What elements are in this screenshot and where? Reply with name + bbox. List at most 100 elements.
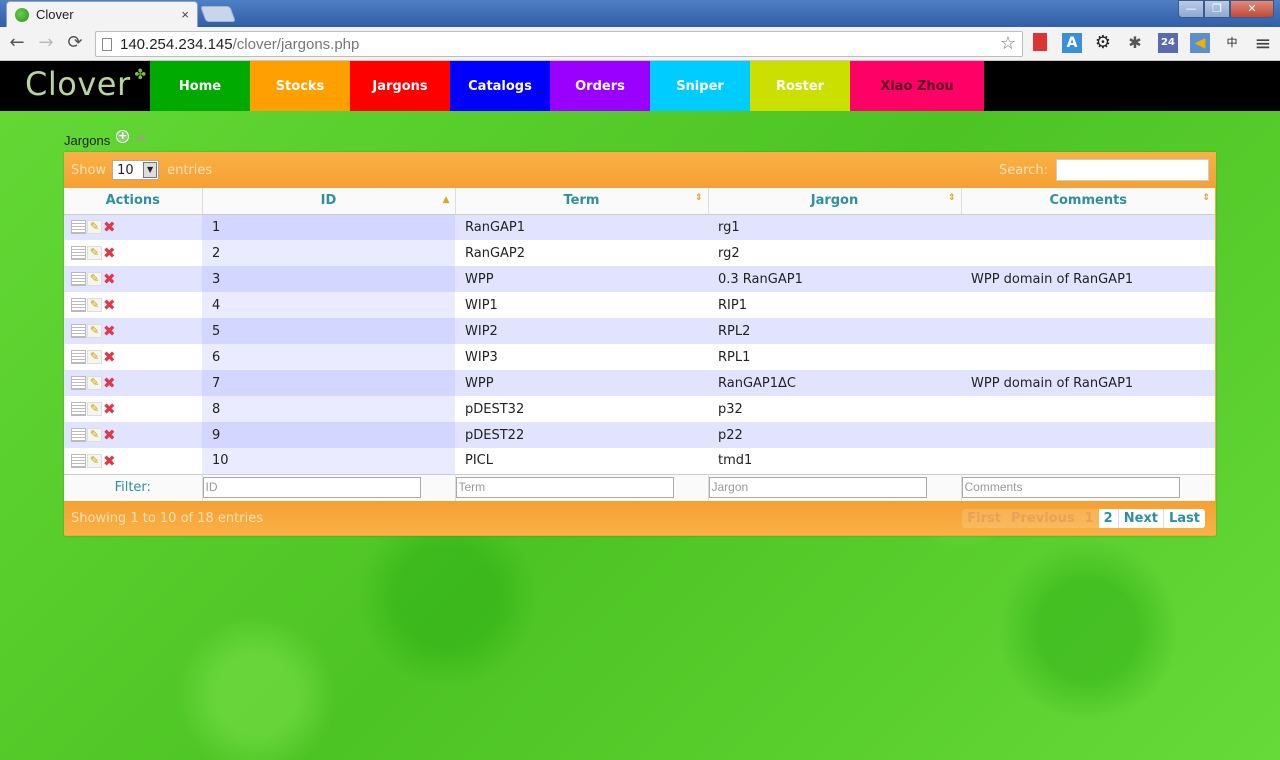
close-window-button[interactable]: ✕ [1230, 0, 1274, 18]
filter-comments-input[interactable]: Comments [961, 477, 1180, 499]
import-icon[interactable]: ⏏ [135, 129, 147, 144]
site-logo[interactable]: Clover ✤ [25, 65, 146, 103]
chevron-down-icon: ▼ [143, 162, 158, 178]
cell-id: 1 [202, 214, 455, 240]
column-header-jargon[interactable]: Jargon ⇕ [708, 188, 962, 215]
cell-comments [961, 448, 1215, 474]
cell-comments [961, 292, 1215, 318]
new-tab-button[interactable] [200, 6, 236, 22]
view-icon[interactable] [71, 324, 86, 338]
view-icon[interactable] [71, 402, 86, 416]
edit-icon[interactable]: ✎ [87, 220, 102, 235]
view-icon[interactable] [71, 453, 86, 468]
filter-term-input[interactable]: Term [455, 477, 674, 499]
minimize-button[interactable]: — [1178, 0, 1204, 18]
delete-icon[interactable]: ✖ [103, 218, 116, 237]
delete-icon[interactable]: ✖ [103, 348, 116, 366]
entries-per-page-select[interactable]: 10 ▼ [112, 160, 160, 180]
table-row: ✎ ✖ 5 WIP2 RPL2 [64, 318, 1215, 344]
menu-roster[interactable]: Roster [750, 61, 850, 111]
gear-icon[interactable]: ⚙ [1094, 32, 1112, 53]
tab-close-icon[interactable]: × [181, 7, 189, 22]
column-header-id[interactable]: ID ▲ [202, 188, 456, 215]
delete-icon[interactable]: ✖ [103, 322, 116, 340]
weather-icon[interactable]: 24 [1158, 33, 1178, 53]
address-bar[interactable]: 140.254.234.145/clover/jargons.php ☆ [95, 31, 1023, 57]
view-icon[interactable] [71, 246, 86, 260]
bookmark-star-icon[interactable]: ☆ [999, 33, 1016, 54]
delete-icon[interactable]: ✖ [103, 400, 116, 418]
speaker-icon[interactable]: ◀ [1190, 33, 1210, 53]
add-jargon-icon[interactable]: + [116, 129, 130, 143]
menu-user-xiao-zhou[interactable]: Xiao Zhou [850, 61, 984, 111]
browser-tab[interactable]: Clover × [6, 1, 198, 27]
cell-comments [961, 396, 1215, 422]
bookmark-icon[interactable] [1033, 33, 1047, 51]
reload-button[interactable]: ⟳ [67, 32, 83, 53]
edit-icon[interactable]: ✎ [87, 402, 102, 416]
delete-icon[interactable]: ✖ [103, 451, 116, 470]
edit-icon[interactable]: ✎ [87, 298, 102, 312]
delete-icon[interactable]: ✖ [103, 426, 116, 444]
view-icon[interactable] [71, 272, 86, 286]
filter-comments-cell: Comments [961, 473, 1215, 501]
page-first-button[interactable]: First [967, 510, 1001, 526]
ime-icon[interactable]: 中 [1226, 36, 1238, 49]
view-icon[interactable] [71, 350, 86, 364]
cell-term: RanGAP2 [455, 240, 708, 266]
view-icon[interactable] [71, 428, 86, 442]
edit-icon[interactable]: ✎ [87, 246, 102, 260]
menu-icon[interactable]: ≡ [1254, 31, 1272, 55]
delete-icon[interactable]: ✖ [103, 270, 116, 288]
page-previous-button[interactable]: Previous [1010, 510, 1075, 526]
menu-catalogs[interactable]: Catalogs [450, 61, 550, 111]
menu-home[interactable]: Home [150, 61, 250, 111]
menu-jargons[interactable]: Jargons [350, 61, 450, 111]
menu-stocks[interactable]: Stocks [250, 61, 350, 111]
page-title-label: Jargons [64, 133, 111, 148]
page-next-button[interactable]: Next [1118, 508, 1164, 528]
cell-id: 5 [202, 318, 455, 344]
row-actions: ✎ ✖ [64, 318, 202, 344]
page-1-button[interactable]: 1 [1084, 510, 1094, 526]
delete-icon[interactable]: ✖ [103, 374, 116, 392]
translate-icon[interactable]: A [1062, 33, 1082, 53]
logo-text: Clover [25, 65, 131, 103]
delete-icon[interactable]: ✖ [103, 296, 116, 314]
entries-per-page-value: 10 [117, 162, 134, 178]
view-icon[interactable] [71, 220, 86, 235]
edit-icon[interactable]: ✎ [87, 272, 102, 286]
column-label: Term [563, 193, 600, 209]
view-icon[interactable] [71, 376, 86, 390]
edit-icon[interactable]: ✎ [87, 324, 102, 338]
menu-sniper[interactable]: Sniper [650, 61, 750, 111]
edit-icon[interactable]: ✎ [87, 453, 102, 468]
forward-button[interactable]: → [38, 32, 54, 53]
search-input[interactable] [1056, 159, 1209, 181]
table-row: ✎ ✖ 3 WPP 0.3 RanGAP1 WPP domain of RanGA… [64, 266, 1215, 292]
cell-term: WPP [455, 266, 708, 292]
browser-titlebar: Clover × — ❐ ✕ [0, 0, 1280, 27]
back-button[interactable]: ← [9, 32, 25, 53]
table-header-row: Actions ID ▲ Term ⇕ Jargon ⇕ Comments ⇕ [64, 188, 1215, 215]
edit-icon[interactable]: ✎ [87, 350, 102, 364]
cell-comments [961, 318, 1215, 344]
column-header-comments[interactable]: Comments ⇕ [961, 188, 1215, 215]
cell-jargon: RIP1 [708, 292, 961, 318]
filter-id-input[interactable]: ID [202, 477, 421, 499]
page-2-button[interactable]: 2 [1098, 508, 1119, 528]
column-label: Actions [105, 193, 160, 209]
view-icon[interactable] [71, 298, 86, 312]
edit-icon[interactable]: ✎ [87, 428, 102, 442]
restore-button[interactable]: ❐ [1204, 0, 1230, 18]
filter-jargon-input[interactable]: Jargon [708, 477, 927, 499]
sort-both-icon: ⇕ [947, 193, 956, 203]
column-header-term[interactable]: Term ⇕ [455, 188, 709, 215]
url-host: 140.254.234.145 [120, 35, 233, 53]
cell-id: 6 [202, 344, 455, 370]
page-last-button[interactable]: Last [1163, 508, 1205, 528]
edit-icon[interactable]: ✎ [87, 376, 102, 390]
bug-icon[interactable]: ✱ [1128, 33, 1142, 52]
delete-icon[interactable]: ✖ [103, 244, 116, 262]
menu-orders[interactable]: Orders [550, 61, 650, 111]
